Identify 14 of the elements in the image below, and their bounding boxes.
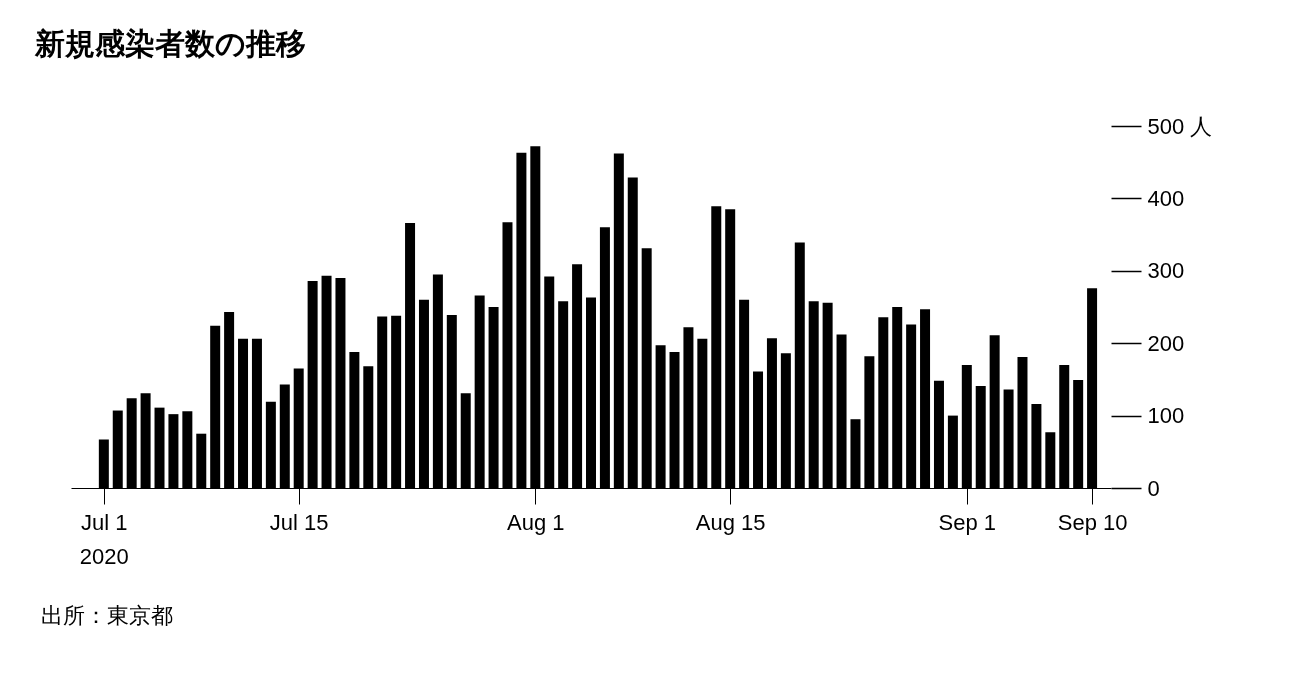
y-tick-label: 300 [1147, 258, 1185, 284]
x-tick-label: Aug 15 [695, 509, 766, 535]
y-tick-label: 400 [1147, 185, 1185, 211]
y-tick-label: 200 [1147, 330, 1185, 356]
x-tick-label: Aug 1 [507, 509, 565, 535]
chart-title: 新規感染者数の推移 [34, 27, 306, 60]
y-tick-label: 500 人 [1147, 113, 1213, 139]
x-tick-label: Jul 1 2020 [79, 509, 129, 569]
y-tick-label: 100 [1147, 403, 1185, 429]
x-tick-label: Sep 1 [938, 509, 997, 535]
y-tick-label: 0 [1147, 475, 1160, 501]
x-tick-label: Sep 10 [1057, 509, 1128, 535]
text: 出所：東京都 [41, 603, 173, 628]
x-tick-label: Jul 15 [269, 509, 329, 535]
